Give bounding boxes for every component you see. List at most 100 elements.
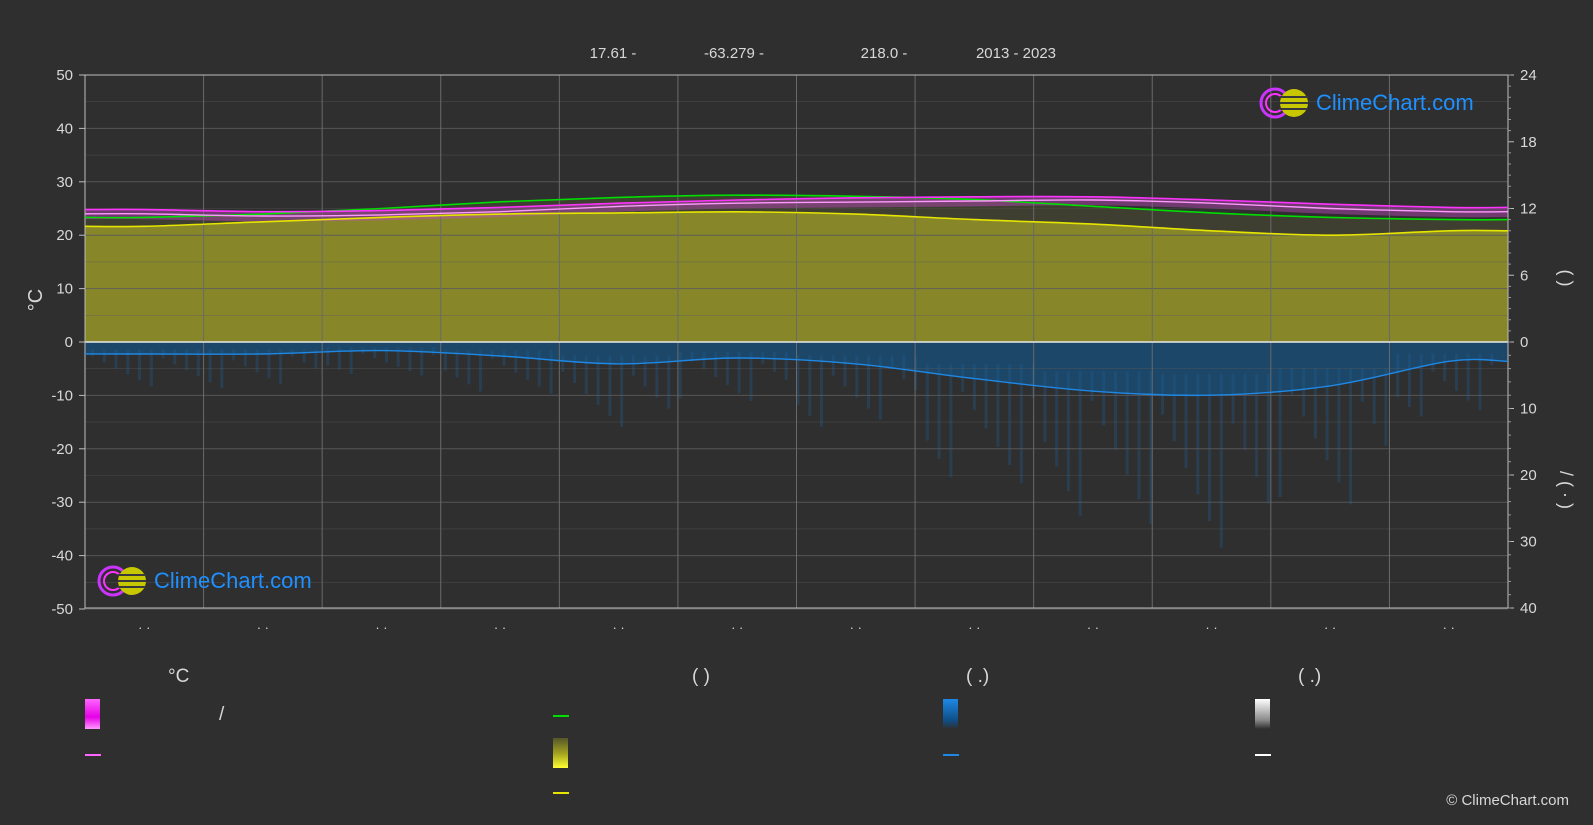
header-elevation: 218.0 -	[861, 45, 908, 62]
precipitation-streak	[925, 363, 929, 441]
precipitation-streak	[373, 347, 377, 359]
precipitation-streak	[573, 355, 577, 383]
precipitation-streak	[737, 351, 741, 394]
precipitation-streak	[1396, 353, 1400, 398]
precipitation-streak	[620, 355, 624, 427]
precipitation-streak	[1102, 371, 1106, 426]
y-tick-label-left: 30	[56, 174, 73, 191]
header-longitude: -63.279 -	[704, 45, 764, 62]
precipitation-streak	[1419, 353, 1423, 417]
logo-icon	[1258, 86, 1314, 120]
precipitation-streak	[467, 350, 471, 385]
precipitation-streak	[1360, 368, 1364, 402]
precipitation-line	[84, 349, 1509, 397]
x-tick-label-month: · ·	[968, 620, 980, 635]
precipitation-streak	[126, 349, 130, 375]
x-tick-label-month: · ·	[1443, 620, 1455, 635]
precipitation-streak	[984, 363, 988, 429]
precipitation-streak	[831, 355, 835, 376]
legend-swatch-daylight	[553, 715, 569, 717]
precipitation-streak	[1066, 371, 1070, 492]
logo-icon	[96, 564, 152, 598]
legend-swatch-precipitation	[943, 699, 958, 729]
precipitation-streak	[1313, 368, 1317, 439]
precipitation-streak	[549, 350, 553, 394]
precipitation-streak	[279, 349, 283, 385]
precipitation-streak	[432, 347, 435, 356]
x-tick-label-month: · ·	[1087, 620, 1099, 635]
y-tick-label-right-bottom: 20	[1520, 467, 1537, 484]
x-tick-label-month: · ·	[1324, 620, 1336, 635]
y-tick-label-right-top: 0	[1520, 334, 1528, 351]
precipitation-streak	[514, 350, 518, 373]
precipitation-streak	[949, 363, 953, 478]
y-axis-title-left: °C	[25, 289, 47, 311]
precipitation-streak	[584, 355, 588, 394]
precipitation-streak	[773, 351, 776, 372]
brand-name-top: ClimeChart.com	[1316, 90, 1474, 115]
x-tick-label-month: · ·	[731, 620, 743, 635]
precipitation-streak	[1302, 368, 1306, 417]
precipitation-streak	[1172, 373, 1176, 442]
y-tick-label-left: 50	[56, 67, 73, 84]
precipitation-streak	[1231, 373, 1235, 424]
precipitation-streak	[173, 349, 177, 365]
precipitation-streak	[443, 350, 447, 371]
x-tick-label-month: · ·	[612, 620, 624, 635]
precipitation-streak	[843, 355, 847, 387]
precipitation-streak	[1266, 373, 1270, 504]
precipitation-streak	[255, 349, 259, 373]
precipitation-streak	[1043, 371, 1047, 442]
precipitation-streak	[1349, 368, 1353, 505]
precipitation-streak	[1078, 371, 1082, 516]
precipitation-streak	[1243, 373, 1247, 451]
precipitation-streak	[749, 351, 753, 402]
precipitation-streak	[596, 355, 600, 405]
y-tick-label-right-top: 12	[1520, 201, 1537, 218]
y-tick-label-left: -30	[51, 494, 73, 511]
precipitation-streak	[1125, 371, 1129, 475]
brand-logo-top[interactable]: ClimeChart.com	[1258, 86, 1474, 120]
precipitation-streak	[702, 351, 706, 370]
brand-logo-bottom[interactable]: ClimeChart.com	[96, 564, 312, 598]
precipitation-streak	[408, 347, 412, 372]
precipitation-streak	[149, 349, 153, 387]
legend-swatch-temp-range	[85, 699, 100, 729]
precipitation-streak	[1055, 371, 1059, 467]
precipitation-streak	[1325, 368, 1329, 461]
header-latitude: 17.61 -	[590, 45, 637, 62]
precipitation-streak	[561, 355, 565, 372]
precipitation-streak	[784, 351, 788, 380]
precipitation-streak	[91, 349, 94, 357]
precipitation-streak	[725, 351, 729, 386]
x-tick-label-month: · ·	[850, 620, 862, 635]
y-tick-label-right-top: 6	[1520, 267, 1528, 284]
precipitation-streak	[878, 355, 882, 420]
copyright-text: © ClimeChart.com	[1446, 792, 1569, 809]
temp-max-line	[84, 195, 1509, 213]
y-tick-label-left: 20	[56, 227, 73, 244]
y-tick-label-left: 0	[65, 334, 73, 351]
y-tick-label-left: -50	[51, 601, 73, 618]
y-axis-title-right-bottom: / ( · )	[1556, 471, 1576, 509]
precipitation-streak	[1008, 363, 1012, 466]
precipitation-streak	[1478, 353, 1482, 411]
precipitation-streak	[808, 355, 812, 416]
precipitation-streak	[479, 350, 482, 392]
legend-swatch-snow-line	[1255, 754, 1271, 756]
precipitation-streak	[608, 355, 612, 416]
precipitation-streak	[1290, 368, 1294, 395]
precipitation-streak	[208, 349, 212, 383]
precipitation-streak	[890, 355, 894, 369]
precipitation-streak	[937, 363, 941, 459]
precipitation-streak	[1431, 353, 1435, 372]
precipitation-streak	[996, 363, 1000, 447]
y-tick-label-right-bottom: 40	[1520, 600, 1537, 617]
precipitation-streak	[1196, 373, 1200, 495]
precipitation-streak	[502, 350, 506, 366]
temp-mean-line	[84, 199, 1509, 217]
legend-swatch-temp-mean	[85, 754, 101, 756]
precipitation-streak	[526, 350, 530, 380]
legend-swatch-sunshine-line	[553, 792, 569, 794]
